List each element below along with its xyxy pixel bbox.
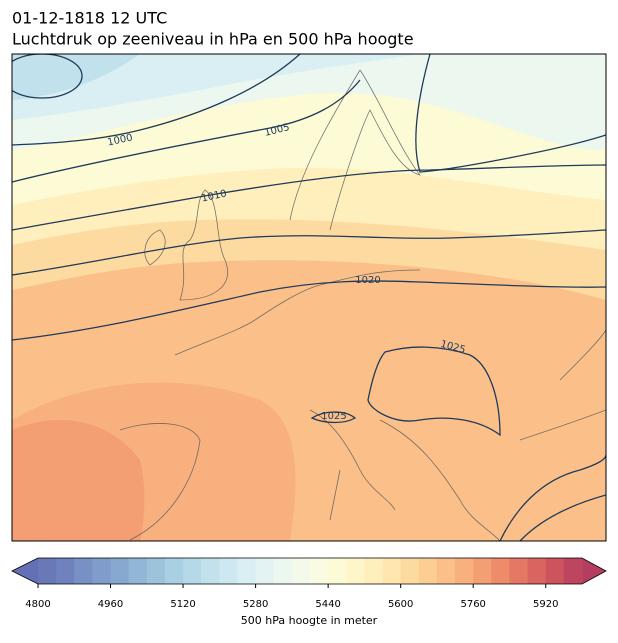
colorbar-segment: [400, 558, 420, 584]
colorbar-segment: [473, 558, 492, 584]
colorbar-segment: [455, 558, 474, 584]
colorbar-segment: [273, 558, 293, 584]
colorbar-segment: [491, 558, 510, 584]
colorbar-segment: [237, 558, 257, 584]
colorbar-tick-label: 5440: [315, 599, 340, 610]
colorbar-segment: [164, 558, 184, 584]
colorbar-segment: [328, 558, 347, 584]
title-line: 01-12-1818 12 UTC: [12, 9, 167, 28]
colorbar-tick-label: 5760: [460, 599, 485, 610]
colorbar-segment: [509, 558, 529, 584]
colorbar-over: [582, 558, 606, 584]
colorbar-tick-label: 5280: [243, 599, 268, 610]
colorbar-segment: [255, 558, 275, 584]
colorbar-segment: [219, 558, 238, 584]
colorbar-tick-label: 4800: [25, 599, 50, 610]
colorbar-segment: [346, 558, 365, 584]
colorbar-tick-label: 4960: [98, 599, 123, 610]
contour-label: 1025: [321, 411, 346, 422]
colorbar-segment: [74, 558, 93, 584]
contour-label: 1010: [201, 188, 228, 204]
colorbar-segment: [545, 558, 565, 584]
colorbar-segment: [364, 558, 384, 584]
colorbar-segment: [110, 558, 130, 584]
title-line: Luchtdruk op zeeniveau in hPa en 500 hPa…: [12, 30, 414, 49]
colorbar-segment: [146, 558, 166, 584]
colorbar-segment: [128, 558, 148, 584]
contour-label: 1000: [107, 132, 134, 148]
colorbar-tick-label: 5120: [170, 599, 195, 610]
colorbar-under: [12, 558, 38, 584]
map-frame: [11, 53, 607, 542]
colorbar-label: 500 hPa hoogte in meter: [241, 614, 378, 627]
colorbar-segment: [436, 558, 456, 584]
colorbar-segment: [38, 558, 57, 584]
colorbar-tick-label: 5600: [388, 599, 413, 610]
colorbar-segment: [563, 558, 583, 584]
colorbar-segment: [382, 558, 402, 584]
map: 1000 1005 1010 1020 1025 1025: [12, 54, 606, 541]
colorbar-segment: [56, 558, 75, 584]
colorbar-segment: [92, 558, 112, 584]
contour-label: 1020: [355, 275, 380, 286]
colorbar-segment: [201, 558, 220, 584]
colorbar: 4800 4960 5120 5280 5440 5600 5760 5920: [11, 557, 607, 610]
colorbar-segment: [527, 558, 547, 584]
colorbar-segment: [310, 558, 329, 584]
colorbar-segment: [291, 558, 311, 584]
colorbar-segment: [183, 558, 202, 584]
colorbar-segment: [418, 558, 438, 584]
colorbar-tick-label: 5920: [533, 599, 558, 610]
